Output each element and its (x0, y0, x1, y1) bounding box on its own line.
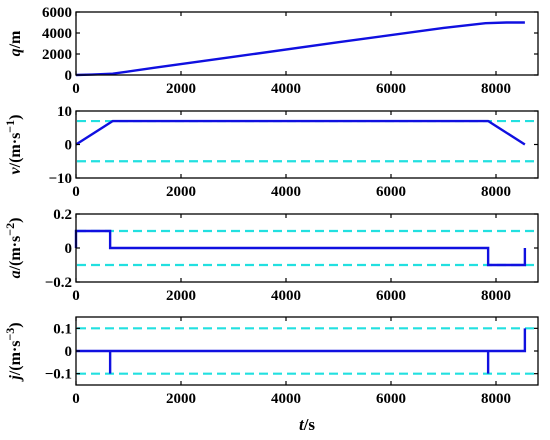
y-axis-label: v/(m·s−1) (3, 115, 24, 175)
x-tick-label: 4000 (271, 184, 301, 200)
subplot-1: 0 2000 4000 6000 8000 0 2000 4000 6000 q/m (7, 5, 539, 97)
x-tick-label: 8000 (481, 288, 511, 304)
x-tick-label: 4000 (271, 288, 301, 304)
y-label-symbol: a (7, 270, 24, 278)
y-label-unit: /(m·s (7, 236, 24, 272)
y-label-symbol: v (7, 166, 24, 174)
x-tick-label: 2000 (166, 391, 196, 407)
x-tick-label: 8000 (481, 391, 511, 407)
subplot-3: 0 2000 4000 6000 8000−0.200.2a/(m·s−2) (3, 207, 539, 304)
x-tick-label: 6000 (376, 81, 406, 97)
y-tick-label: 0 (65, 344, 73, 360)
y-label-unit: /(m·s (7, 133, 24, 169)
x-label-unit: /s (303, 415, 316, 434)
y-label-unit: /m (7, 30, 24, 49)
x-tick-label: 6000 (376, 184, 406, 200)
x-tick-label: 8000 (481, 81, 511, 97)
y-tick-label: −10 (48, 171, 72, 187)
x-tick-label: 0 (72, 81, 80, 97)
x-tick-label: 0 (72, 391, 80, 407)
x-tick-label: 2000 (166, 81, 196, 97)
y-label-close: ) (7, 322, 24, 327)
y-tick-label: 0 (65, 241, 73, 257)
y-tick-label: 0.2 (53, 207, 72, 223)
x-tick-label: 6000 (376, 391, 406, 407)
x-label-symbol: t (299, 415, 305, 434)
y-tick-label: 0 (65, 68, 73, 84)
y-tick-label: 0 (65, 138, 73, 154)
series-line-1 (74, 229, 527, 267)
x-tick-label: 8000 (481, 184, 511, 200)
x-tick-label: 2000 (166, 288, 196, 304)
y-label-exponent: −3 (3, 328, 17, 341)
series-line-1 (76, 328, 527, 374)
x-tick-label: 2000 (166, 184, 196, 200)
y-axis-label: a/(m·s−2) (3, 218, 24, 279)
x-tick-label: 6000 (376, 288, 406, 304)
y-tick-label: −0.2 (45, 275, 72, 291)
x-tick-label: 0 (72, 184, 80, 200)
x-axis-label: t/s (299, 415, 315, 434)
subplot-4: 0 2000 4000 6000 8000−0.100.1j/(m·s−3)t/s (3, 316, 539, 434)
x-tick-label: 0 (72, 288, 80, 304)
y-tick-label: 2000 (42, 47, 72, 63)
y-axis-label: j/(m·s−3) (3, 322, 24, 382)
y-label-close: ) (7, 115, 24, 120)
series-line-1 (75, 21, 525, 77)
y-axis-label: q/m (7, 30, 24, 56)
series-line-1 (75, 119, 526, 146)
y-tick-label: 6000 (42, 5, 72, 21)
x-tick-label: 4000 (271, 81, 301, 97)
y-label-symbol: j (7, 375, 24, 383)
x-tick-label: 4000 (271, 391, 301, 407)
y-tick-label: 10 (57, 104, 72, 120)
y-label-unit: /(m·s (7, 341, 24, 377)
y-tick-label: −0.1 (45, 367, 72, 383)
axes-frame (75, 11, 539, 76)
y-tick-label: 0.1 (53, 321, 72, 337)
y-label-close: ) (7, 218, 24, 223)
y-label-symbol: q (7, 48, 24, 56)
y-tick-label: 4000 (42, 26, 72, 42)
y-label-exponent: −1 (3, 120, 17, 133)
y-label-exponent: −2 (3, 223, 17, 236)
